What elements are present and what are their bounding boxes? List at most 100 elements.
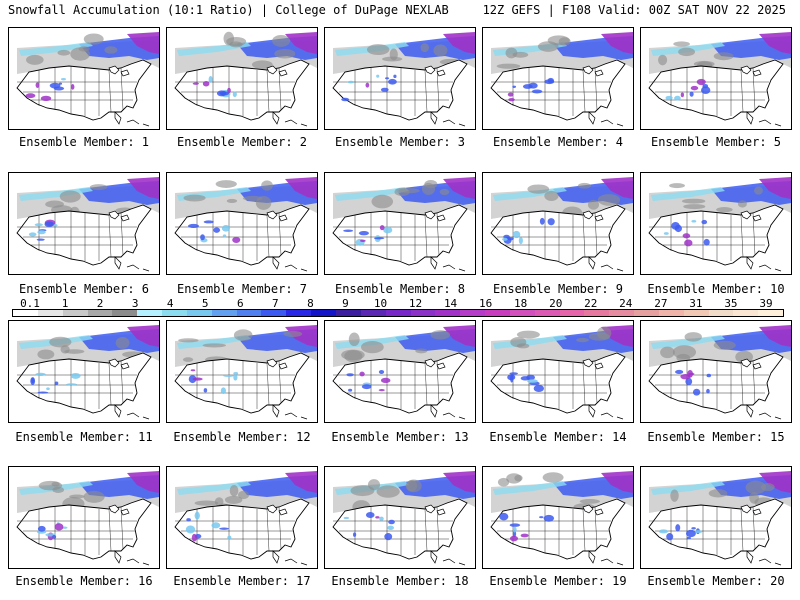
western-snow-spot [203,220,214,224]
western-snow-spot [680,92,684,98]
snow-patch-gray [59,190,81,203]
member-map-11 [8,320,160,423]
state-line [594,506,598,550]
snow-band-purple [127,325,159,347]
snow-patch-gray [424,179,438,189]
snow-patch-gray [678,47,696,57]
member-label-6: Ensemble Member: 6 [18,282,150,296]
great-lakes [740,358,762,370]
chart-title: Snowfall Accumulation (10:1 Ratio) | Col… [8,3,449,17]
florida [746,111,754,125]
florida [746,404,754,418]
colorbar-swatch [460,310,486,316]
colorbar-swatch [112,310,138,316]
western-snow-spot [682,233,691,239]
snow-patch-gray [420,43,429,53]
western-snow-spot [341,97,350,102]
western-snow-spot [675,369,684,375]
us-outline [648,498,784,560]
member-map-8 [324,172,476,275]
snow-patch-gray [514,474,523,482]
state-line [424,214,428,258]
snow-patch-gray [57,49,71,56]
western-snow-spot [361,384,372,390]
snow-band-purple [759,32,791,54]
snow-patch-gray [512,51,529,58]
us-outline [16,498,152,560]
member-map-20 [640,466,792,569]
florida [272,111,280,125]
state-line [582,214,586,258]
member-label-13: Ensemble Member: 13 [331,430,469,444]
western-snow-spot [666,533,674,541]
western-snow-spot [688,372,695,376]
great-lakes [582,358,604,370]
snow-band-lightblue [493,481,567,495]
us-outline [174,498,310,560]
us-outline [174,59,310,121]
western-snow-spot [37,525,46,532]
western-snow-spot [507,92,514,97]
state-line [740,508,744,552]
western-snow-spot [219,527,230,530]
western-snow-spot [543,514,555,522]
state-line [108,508,112,552]
western-snow-spot [343,516,350,520]
colorbar-tick-label: 6 [236,297,244,310]
state-line [582,508,586,552]
western-snow-spot [685,529,696,538]
snow-patch-gray [83,33,104,45]
western-snow-spot [539,217,545,225]
snow-patch-gray [693,60,715,68]
us-outline [648,352,784,414]
snow-patch-gray [587,199,600,210]
western-snow-spot [703,238,710,246]
state-line [266,214,270,258]
snow-patch-gray [496,63,521,69]
colorbar-swatch [87,310,113,316]
colorbar-swatch [559,310,585,316]
florida [588,404,596,418]
colorbar-swatch [211,310,237,316]
western-snow-spot [702,84,709,89]
snow-patch-gray [542,472,564,483]
member-label-2: Ensemble Member: 2 [176,135,308,149]
us-outline [174,204,310,266]
western-snow-spot [527,379,538,383]
great-lakes [424,358,446,370]
caribbean-islands [600,264,624,272]
colorbar-tick-label: 3 [131,297,139,310]
western-snow-spot [379,516,384,521]
colorbar-swatch [311,310,336,316]
snow-patch-gray [537,41,559,52]
member-map-3 [324,27,476,130]
western-snow-spot [696,78,706,86]
state-line [740,362,744,406]
western-snow-spot [373,237,385,240]
western-snow-spot [700,86,711,95]
member-map-9 [482,172,634,275]
western-snow-spot [508,97,515,102]
snow-patch-gray [182,357,194,362]
member-map-13 [324,320,476,423]
snow-patch-gray [104,46,118,54]
snow-patch-gray [283,330,303,338]
western-snow-spot [223,374,234,377]
western-snow-spot [544,79,555,85]
western-snow-spot [520,376,530,381]
colorbar-swatch [13,310,38,316]
snow-patch-gray [69,494,85,499]
western-snow-spot [208,76,213,83]
state-line [278,360,282,404]
western-snow-spot [36,238,45,241]
member-map-12 [166,320,318,423]
colorbar-swatch [584,310,610,316]
colorbar-tick-label: 20 [549,297,563,310]
western-snow-spot [518,237,523,245]
state-line [120,360,124,404]
colorbar-tick-label: 4 [166,297,174,310]
colorbar-tick-label: 22 [584,297,598,310]
great-lakes [424,504,446,516]
snow-patch-gray [78,46,90,52]
state-line [278,67,282,111]
